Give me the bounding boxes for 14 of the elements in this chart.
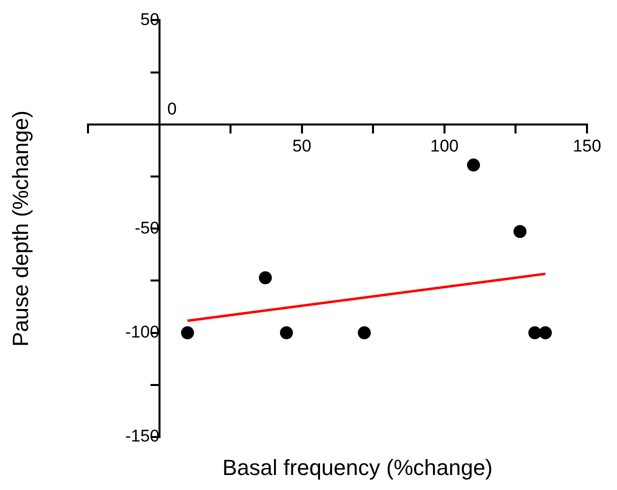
point — [358, 326, 371, 340]
x-tick-label: 100 — [430, 136, 459, 156]
annotation: 0 — [167, 100, 177, 119]
x-axis-title: Basal frequency (%change) — [222, 455, 493, 480]
point — [467, 158, 480, 172]
point — [258, 271, 272, 284]
x-tick-label: 150 — [572, 136, 602, 156]
point — [513, 225, 526, 238]
point — [181, 326, 194, 340]
point — [528, 326, 542, 340]
point — [280, 326, 293, 340]
point — [538, 326, 552, 340]
x-tick-label: 50 — [292, 136, 312, 156]
y-axis-title: Pause depth (%change) — [8, 110, 34, 347]
